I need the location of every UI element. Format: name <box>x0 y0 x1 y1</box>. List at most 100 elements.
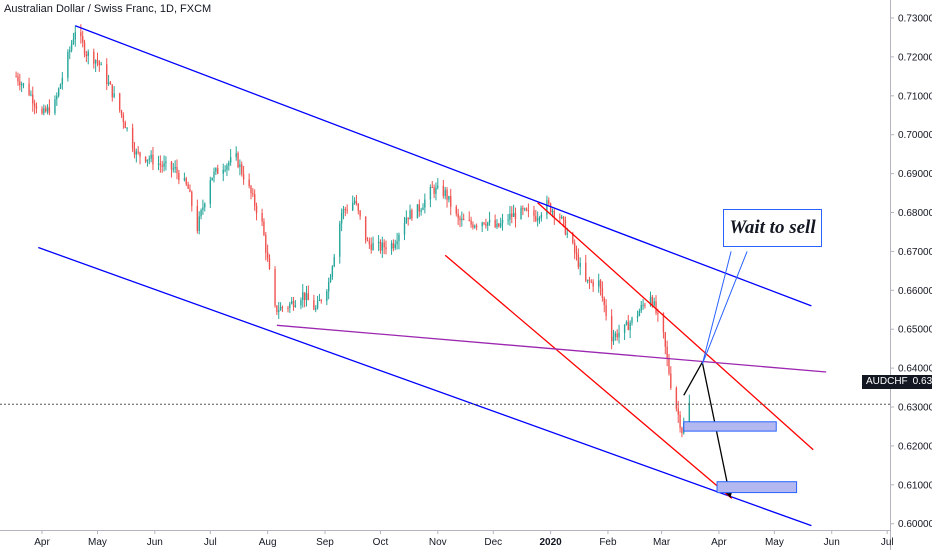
candle-body <box>300 300 302 306</box>
candle-body <box>224 169 226 171</box>
candle-body <box>585 262 587 281</box>
candle-body <box>80 32 82 37</box>
candle-body <box>364 216 367 240</box>
candle-body <box>303 292 306 301</box>
candle-body <box>120 110 123 115</box>
candle-body <box>15 76 17 78</box>
time-tick-label: Jul <box>204 537 217 548</box>
candle-body <box>94 60 97 64</box>
candle-body <box>481 222 483 227</box>
candle-body <box>93 51 95 64</box>
candle-body <box>340 212 343 224</box>
candle-body <box>159 163 162 166</box>
candle-body <box>107 82 110 85</box>
candle-body <box>61 77 64 85</box>
candle-body <box>307 293 310 301</box>
candle-body <box>211 177 213 181</box>
candle-body <box>677 408 679 415</box>
annotation-note[interactable]: Wait to sell <box>723 209 822 247</box>
candle-body <box>122 114 125 123</box>
candle-body <box>54 99 56 114</box>
candle-body <box>255 205 258 214</box>
candle-body <box>559 216 561 218</box>
candle-body <box>679 414 681 428</box>
candle-body <box>289 303 291 308</box>
trend-line <box>537 202 814 451</box>
candle-body <box>355 200 358 204</box>
candle-body <box>318 299 321 301</box>
candle-body <box>549 203 552 213</box>
candle-body <box>57 88 60 96</box>
candle-body <box>96 60 99 62</box>
candle-body <box>483 222 485 224</box>
candle-body <box>22 83 25 85</box>
price-axis[interactable]: 0.73000 0.72000 0.71000 0.70000 0.69000 0.680… <box>890 0 932 550</box>
candle-body <box>566 233 568 235</box>
candle-body <box>213 171 215 178</box>
candle-body <box>278 310 280 312</box>
candle-body <box>100 64 102 66</box>
candle-body <box>329 276 332 283</box>
candle-body <box>74 32 76 40</box>
candle-body <box>139 152 141 157</box>
candle-body <box>69 50 71 52</box>
candle-body <box>196 205 199 231</box>
candle-body <box>81 36 84 43</box>
time-tick-label: Aug <box>259 537 277 548</box>
candle-body <box>431 187 433 189</box>
candle-body <box>496 223 498 227</box>
candle-body <box>394 244 396 249</box>
candle-body <box>209 180 212 204</box>
candle-body <box>172 168 175 170</box>
candle-body <box>392 243 395 249</box>
candle-body <box>357 203 359 211</box>
candle-body <box>191 191 193 206</box>
candle-body <box>433 187 435 194</box>
candle-body <box>313 300 315 310</box>
candle-body <box>562 216 565 221</box>
candle-body <box>385 247 387 250</box>
candle-body <box>235 153 237 158</box>
candle-body <box>398 234 400 242</box>
candle-body <box>664 332 666 347</box>
time-tick-label: May <box>765 537 784 548</box>
candle-body <box>118 93 121 111</box>
candle-body <box>41 108 43 114</box>
candle-body <box>561 216 563 218</box>
candle-body <box>44 108 47 112</box>
candle-body <box>623 324 626 333</box>
candle-body <box>327 282 330 292</box>
target-zone <box>683 421 777 432</box>
candle-body <box>339 223 341 257</box>
drawings <box>38 25 827 527</box>
time-axis[interactable]: Apr May Jun Jul Aug Sep Oct Nov Dec 2020 Feb Mar Apr… <box>0 530 894 548</box>
candle-body <box>462 218 465 220</box>
price-tick-label: 0.63000 <box>898 403 932 414</box>
candle-body <box>666 346 668 359</box>
candle-body <box>131 127 134 149</box>
candle-body <box>538 217 541 219</box>
candle-body <box>35 106 38 109</box>
candle-body <box>455 206 457 214</box>
candle-body <box>222 169 224 174</box>
candle-body <box>344 208 347 210</box>
time-tick-label: Jun <box>147 537 163 548</box>
grid-lines <box>0 0 890 530</box>
candle-body <box>302 292 304 301</box>
candle-body <box>83 42 86 55</box>
candle-body <box>444 189 446 197</box>
candle-body <box>636 315 639 318</box>
candle-body <box>204 203 206 208</box>
price-tick-label: 0.62000 <box>898 441 932 452</box>
candle-body <box>33 103 36 107</box>
candle-body <box>422 207 424 210</box>
candle-body <box>20 83 23 86</box>
price-tick-label: 0.69000 <box>898 169 932 180</box>
candle-body <box>420 209 422 212</box>
candle-body <box>163 163 165 167</box>
candle-body <box>618 332 620 338</box>
candle-body <box>268 258 271 270</box>
candle-body <box>226 165 228 170</box>
candle-body <box>333 256 335 267</box>
